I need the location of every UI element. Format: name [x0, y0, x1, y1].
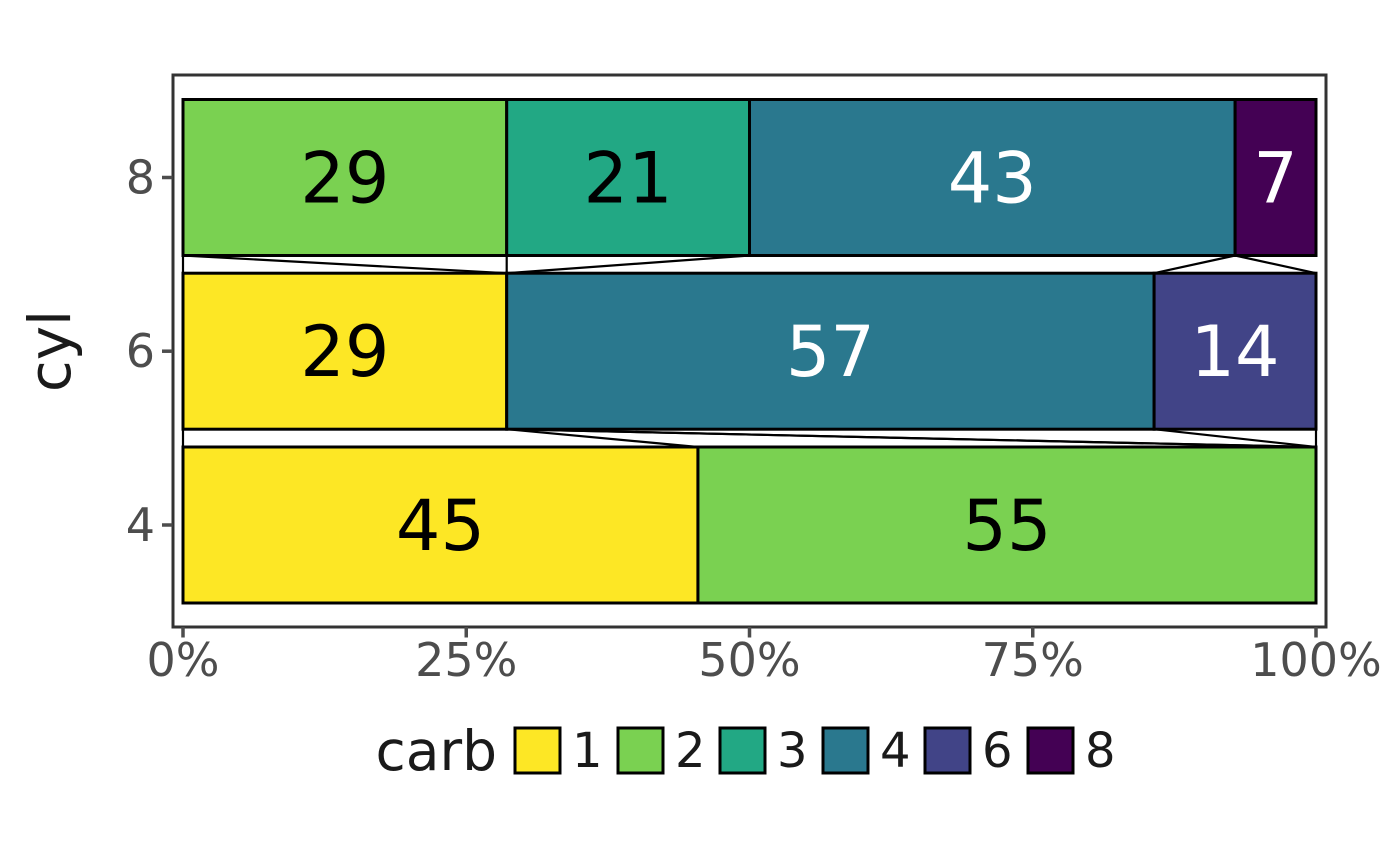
connector-line-carb-6	[1153, 254, 1236, 275]
legend-label: 6	[982, 723, 1013, 779]
legend-label: 4	[880, 723, 911, 779]
x-tick-label: 100%	[1250, 633, 1382, 687]
bar-row-cyl-8: 29 21 43 7	[181, 98, 1318, 257]
bar-value-label: 7	[1253, 138, 1298, 220]
legend-label: 2	[675, 723, 706, 779]
connector-line-carb-6	[1153, 428, 1317, 449]
bar-segment-cyl6-carb6	[1152, 271, 1318, 431]
bar-segment-cyl8-carb2	[181, 98, 509, 257]
bar-value-label: 29	[300, 138, 389, 220]
bar-segment-cyl6-carb4	[505, 271, 1156, 431]
connector-line-carb-4	[506, 254, 750, 275]
legend-key-carb-4	[821, 726, 870, 775]
connector-line-carb-2	[506, 428, 699, 449]
bar-value-label: 29	[300, 311, 389, 393]
y-tick-label: 8	[126, 151, 155, 205]
x-tick-label: 75%	[982, 633, 1084, 687]
y-axis-title: cyl	[16, 310, 84, 392]
y-axis: 8 6 4 cyl	[16, 151, 173, 552]
x-tick-label: 25%	[415, 633, 517, 687]
y-tick-label: 6	[126, 324, 155, 378]
legend-key-carb-8	[1026, 726, 1075, 775]
bar-segment-cyl8-carb8	[1233, 98, 1318, 257]
bar-value-label: 55	[962, 485, 1051, 567]
x-tick-label: 50%	[698, 633, 800, 687]
bar-value-label: 14	[1191, 311, 1280, 393]
connector-line-carb-2	[182, 254, 507, 275]
bar-value-label: 43	[948, 138, 1037, 220]
connector-line-carb-4	[506, 428, 1317, 449]
bar-value-label: 57	[786, 311, 875, 393]
bar-segment-cyl8-carb3	[505, 98, 751, 257]
bar-segment-cyl4-carb2	[696, 445, 1318, 605]
bar-value-label: 21	[584, 138, 673, 220]
legend-label: 8	[1085, 723, 1116, 779]
x-tick-label: 0%	[147, 633, 220, 687]
legend: carb 1 2 3 4 6 8	[376, 719, 1116, 783]
legend-key-carb-1	[513, 726, 562, 775]
legend-label: 1	[572, 723, 603, 779]
x-axis: 0% 25% 50% 75% 100%	[147, 627, 1382, 687]
bar-segment-cyl8-carb4	[748, 98, 1237, 257]
y-tick-label: 4	[126, 498, 155, 552]
legend-title: carb	[376, 719, 497, 783]
legend-key-carb-2	[616, 726, 665, 775]
bar-row-cyl-6: 29 57 14	[181, 271, 1318, 431]
bar-row-cyl-4: 45 55	[181, 445, 1318, 605]
legend-key-carb-6	[923, 726, 972, 775]
bar-value-label: 45	[396, 485, 485, 567]
connector-lines	[181, 254, 1318, 449]
bar-segment-cyl4-carb1	[181, 445, 700, 605]
bar-segment-cyl6-carb1	[181, 271, 509, 431]
connector-line-carb-8	[1234, 254, 1317, 275]
legend-key-carb-3	[718, 726, 767, 775]
legend-label: 3	[777, 723, 808, 779]
